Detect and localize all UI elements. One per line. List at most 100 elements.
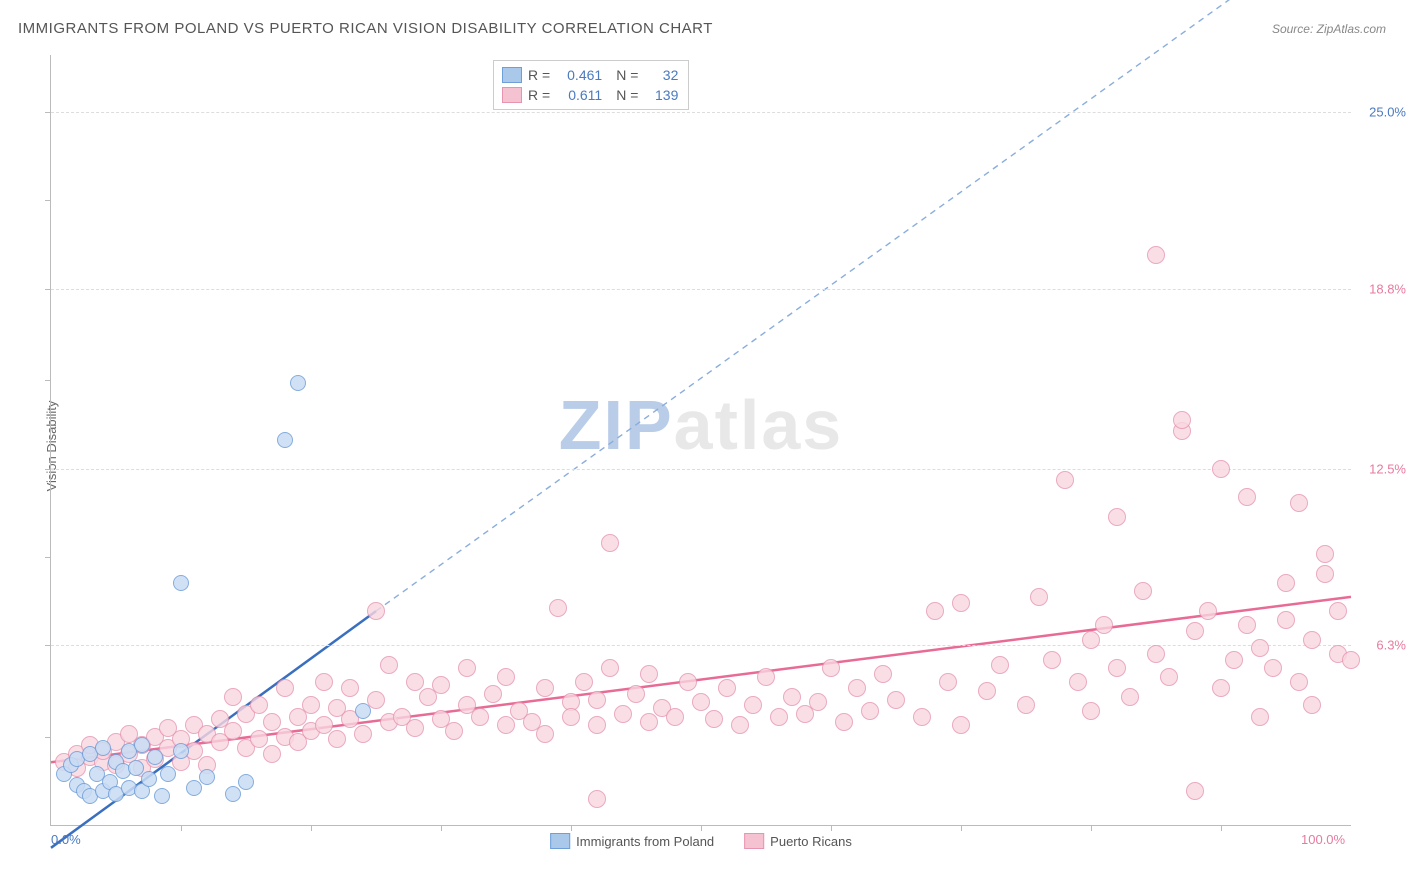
- data-point-puerto_ricans: [458, 659, 476, 677]
- data-point-puerto_ricans: [1017, 696, 1035, 714]
- data-point-puerto_ricans: [471, 708, 489, 726]
- data-point-puerto_ricans: [536, 679, 554, 697]
- data-point-puerto_ricans: [1212, 460, 1230, 478]
- data-point-puerto_ricans: [991, 656, 1009, 674]
- y-tick: [45, 737, 51, 738]
- plot-area: ZIPatlas R =0.461N =32R =0.611N =139 Imm…: [50, 55, 1351, 826]
- data-point-puerto_ricans: [315, 673, 333, 691]
- data-point-puerto_ricans: [1121, 688, 1139, 706]
- data-point-poland: [238, 774, 254, 790]
- y-tick: [45, 469, 51, 470]
- data-point-poland: [290, 375, 306, 391]
- data-point-puerto_ricans: [1277, 574, 1295, 592]
- data-point-puerto_ricans: [1225, 651, 1243, 669]
- data-point-puerto_ricans: [588, 790, 606, 808]
- data-point-poland: [141, 771, 157, 787]
- data-point-poland: [186, 780, 202, 796]
- data-point-puerto_ricans: [250, 730, 268, 748]
- data-point-puerto_ricans: [1043, 651, 1061, 669]
- legend-label-poland: Immigrants from Poland: [576, 834, 714, 849]
- bottom-legend: Immigrants from Poland Puerto Ricans: [550, 833, 852, 849]
- stats-row-puerto_ricans: R =0.611N =139: [502, 85, 678, 105]
- gridline: [51, 112, 1351, 113]
- data-point-puerto_ricans: [601, 534, 619, 552]
- x-tick: [831, 825, 832, 831]
- data-point-puerto_ricans: [1082, 702, 1100, 720]
- data-point-puerto_ricans: [588, 691, 606, 709]
- data-point-puerto_ricans: [874, 665, 892, 683]
- data-point-puerto_ricans: [341, 679, 359, 697]
- data-point-puerto_ricans: [354, 725, 372, 743]
- data-point-puerto_ricans: [1316, 565, 1334, 583]
- data-point-puerto_ricans: [1251, 708, 1269, 726]
- data-point-puerto_ricans: [718, 679, 736, 697]
- data-point-puerto_ricans: [1264, 659, 1282, 677]
- stats-legend: R =0.461N =32R =0.611N =139: [493, 60, 689, 110]
- data-point-puerto_ricans: [406, 719, 424, 737]
- data-point-puerto_ricans: [926, 602, 944, 620]
- data-point-puerto_ricans: [1082, 631, 1100, 649]
- x-tick: [701, 825, 702, 831]
- stats-row-poland: R =0.461N =32: [502, 65, 678, 85]
- data-point-puerto_ricans: [588, 716, 606, 734]
- data-point-puerto_ricans: [445, 722, 463, 740]
- x-tick-label: 100.0%: [1301, 832, 1345, 847]
- x-tick: [571, 825, 572, 831]
- data-point-puerto_ricans: [562, 708, 580, 726]
- data-point-poland: [95, 740, 111, 756]
- chart-title: IMMIGRANTS FROM POLAND VS PUERTO RICAN V…: [18, 20, 713, 37]
- data-point-poland: [160, 766, 176, 782]
- data-point-puerto_ricans: [1160, 668, 1178, 686]
- data-point-puerto_ricans: [1147, 246, 1165, 264]
- y-tick-label: 6.3%: [1376, 638, 1406, 653]
- data-point-puerto_ricans: [380, 656, 398, 674]
- data-point-puerto_ricans: [692, 693, 710, 711]
- data-point-poland: [173, 575, 189, 591]
- data-point-puerto_ricans: [1342, 651, 1360, 669]
- x-tick: [961, 825, 962, 831]
- data-point-poland: [355, 703, 371, 719]
- data-point-puerto_ricans: [1316, 545, 1334, 563]
- data-point-poland: [173, 743, 189, 759]
- data-point-puerto_ricans: [1303, 696, 1321, 714]
- gridline: [51, 469, 1351, 470]
- data-point-puerto_ricans: [666, 708, 684, 726]
- y-tick-label: 18.8%: [1369, 281, 1406, 296]
- data-point-puerto_ricans: [1134, 582, 1152, 600]
- data-point-puerto_ricans: [315, 716, 333, 734]
- data-point-puerto_ricans: [367, 602, 385, 620]
- data-point-puerto_ricans: [1251, 639, 1269, 657]
- data-point-puerto_ricans: [614, 705, 632, 723]
- source-attribution: Source: ZipAtlas.com: [1272, 22, 1386, 36]
- y-tick: [45, 645, 51, 646]
- data-point-puerto_ricans: [1290, 673, 1308, 691]
- data-point-puerto_ricans: [224, 688, 242, 706]
- data-point-puerto_ricans: [601, 659, 619, 677]
- data-point-puerto_ricans: [770, 708, 788, 726]
- data-point-poland: [128, 760, 144, 776]
- data-point-puerto_ricans: [1212, 679, 1230, 697]
- data-point-puerto_ricans: [978, 682, 996, 700]
- data-point-puerto_ricans: [1030, 588, 1048, 606]
- data-point-puerto_ricans: [861, 702, 879, 720]
- data-point-puerto_ricans: [484, 685, 502, 703]
- data-point-puerto_ricans: [744, 696, 762, 714]
- data-point-poland: [225, 786, 241, 802]
- data-point-puerto_ricans: [432, 676, 450, 694]
- swatch-poland: [502, 67, 522, 83]
- data-point-puerto_ricans: [276, 679, 294, 697]
- data-point-puerto_ricans: [952, 716, 970, 734]
- data-point-puerto_ricans: [549, 599, 567, 617]
- data-point-puerto_ricans: [1238, 488, 1256, 506]
- y-tick-label: 12.5%: [1369, 461, 1406, 476]
- y-tick: [45, 200, 51, 201]
- n-label: N =: [616, 65, 638, 85]
- swatch-puerto_ricans: [502, 87, 522, 103]
- legend-label-pr: Puerto Ricans: [770, 834, 852, 849]
- data-point-puerto_ricans: [497, 716, 515, 734]
- y-tick: [45, 289, 51, 290]
- data-point-puerto_ricans: [809, 693, 827, 711]
- data-point-puerto_ricans: [939, 673, 957, 691]
- trend-line: [51, 597, 1351, 762]
- data-point-puerto_ricans: [497, 668, 515, 686]
